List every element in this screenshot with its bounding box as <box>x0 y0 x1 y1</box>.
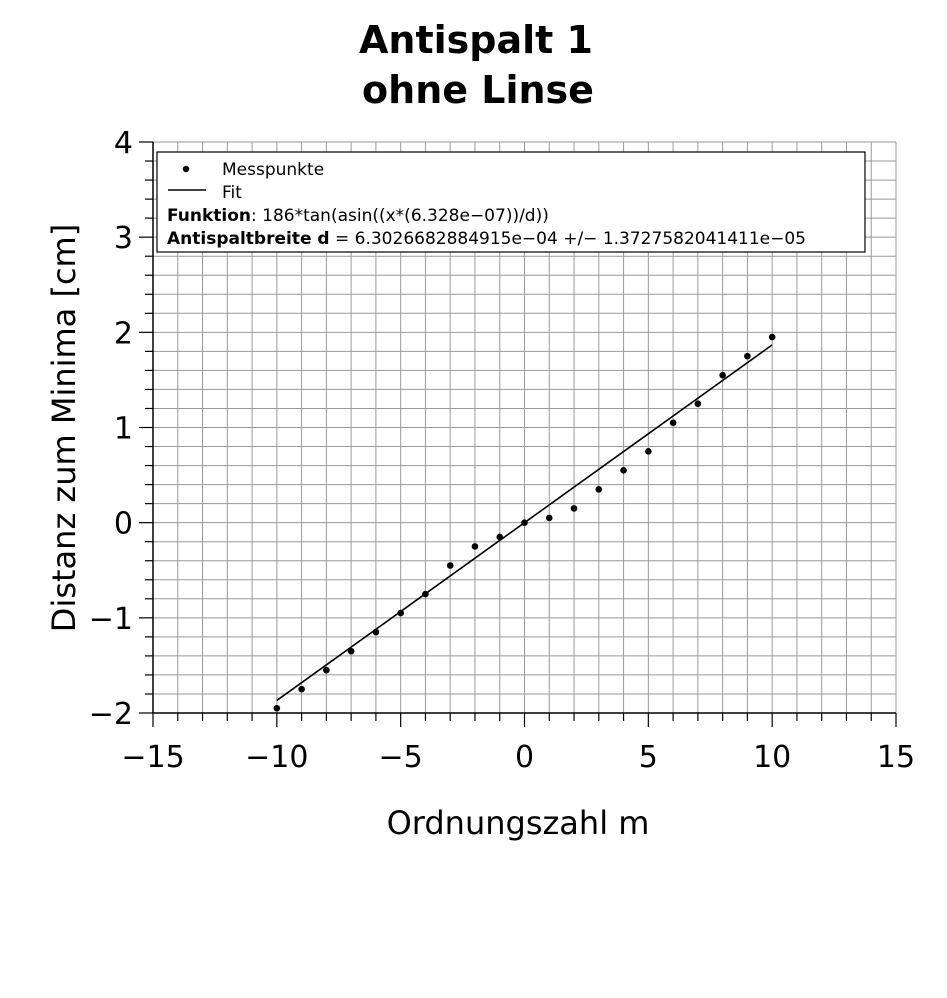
legend-marker-points <box>182 165 190 173</box>
axes <box>139 141 897 727</box>
legend-parameter-label: Antispaltbreite d <box>167 229 330 249</box>
x-tick-label: −5 <box>379 740 423 775</box>
data-point <box>471 543 479 550</box>
legend-parameter-text: = 6.3026682884915e−04 +/− 1.372758204141… <box>330 229 806 249</box>
y-tick-label: 2 <box>114 316 133 351</box>
data-point <box>422 590 429 598</box>
x-tick-label: 5 <box>639 740 658 775</box>
data-point <box>521 519 528 526</box>
data-point <box>397 609 404 617</box>
legend-function-text: : 186*tan(asin((x*(6.328e−07))/d)) <box>251 206 549 226</box>
legend-entry-points: Messpunkte <box>222 160 324 180</box>
data-point <box>719 371 726 379</box>
data-point <box>298 685 305 693</box>
measurement-series <box>273 333 776 712</box>
chart-title-line-1: Antispalt 1 <box>359 18 593 62</box>
legend-entry-fit: Fit <box>222 183 242 203</box>
y-tick-label: 4 <box>114 126 133 161</box>
y-tick-label: −1 <box>89 602 133 637</box>
data-point <box>372 628 380 636</box>
legend-parameter: Antispaltbreite d = 6.3026682884915e−04 … <box>167 229 806 249</box>
data-point <box>273 704 281 712</box>
x-tick-label: 10 <box>753 740 791 775</box>
y-axis-label: Distanz zum Minima [cm] <box>45 224 83 632</box>
data-point <box>645 447 652 455</box>
data-point <box>496 533 504 541</box>
y-tick-label: −2 <box>89 697 133 732</box>
data-point <box>694 400 702 408</box>
data-point <box>446 562 454 569</box>
data-point <box>744 352 751 360</box>
y-tick-label: 0 <box>114 507 133 542</box>
chart-title: Antispalt 1 ohne Linse <box>359 18 594 112</box>
legend-function-label: Funktion <box>167 206 251 226</box>
x-tick-label: −10 <box>245 740 308 775</box>
x-tick-label: 15 <box>877 740 915 775</box>
data-point <box>570 505 578 512</box>
data-point <box>768 333 776 341</box>
y-tick-label: 3 <box>114 221 133 256</box>
x-axis-label: Ordnungszahl m <box>387 804 650 842</box>
data-point <box>620 467 627 474</box>
data-point <box>347 647 355 655</box>
data-point <box>545 514 553 522</box>
legend-box <box>156 151 866 253</box>
data-point <box>595 486 603 493</box>
legend: Messpunkte Fit Funktion: 186*tan(asin((x… <box>156 151 866 253</box>
chart-title-line-2: ohne Linse <box>362 68 594 112</box>
legend-function: Funktion: 186*tan(asin((x*(6.328e−07))/d… <box>167 206 549 226</box>
data-point <box>669 419 677 427</box>
x-tick-label: −15 <box>121 740 184 775</box>
x-tick-label: 0 <box>515 740 534 775</box>
data-point <box>323 666 330 674</box>
y-tick-label: 1 <box>114 412 133 447</box>
